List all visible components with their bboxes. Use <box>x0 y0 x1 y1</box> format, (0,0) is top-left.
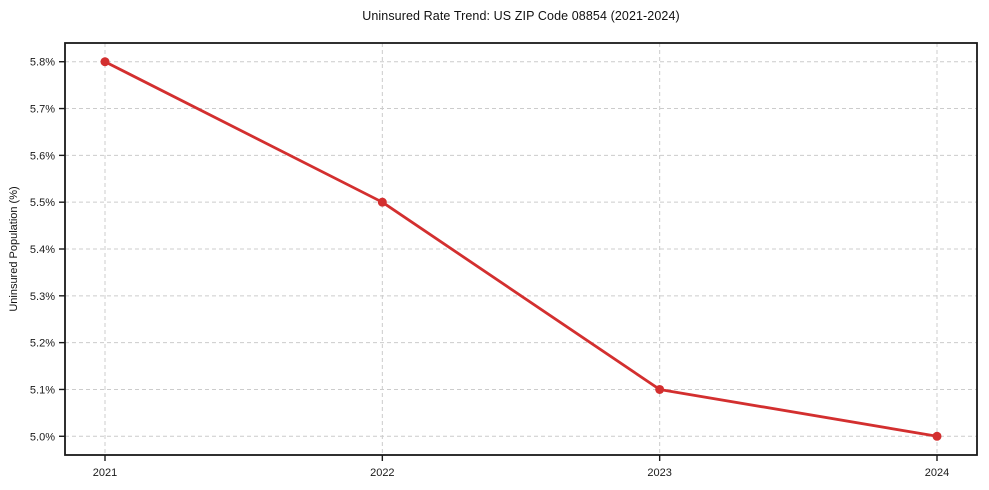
y-tick-label: 5.2% <box>30 338 55 350</box>
x-tick-label: 2023 <box>647 467 671 479</box>
data-point-marker <box>655 384 665 394</box>
chart-title: Uninsured Rate Trend: US ZIP Code 08854 … <box>362 9 680 23</box>
x-tick-label: 2022 <box>370 467 394 479</box>
data-point-marker <box>932 431 942 441</box>
x-tick-label: 2024 <box>925 467 949 479</box>
y-tick-label: 5.7% <box>30 104 55 116</box>
y-tick-label: 5.6% <box>30 150 55 162</box>
y-tick-label: 5.4% <box>30 244 55 256</box>
y-tick-label: 5.3% <box>30 291 55 303</box>
data-point-marker <box>100 57 110 67</box>
y-tick-label: 5.5% <box>30 197 55 209</box>
y-tick-label: 5.1% <box>30 384 55 396</box>
y-tick-label: 5.0% <box>30 431 55 443</box>
data-point-marker <box>377 197 387 207</box>
x-tick-label: 2021 <box>93 467 117 479</box>
y-tick-label: 5.8% <box>30 57 55 69</box>
trend-line <box>103 60 939 438</box>
